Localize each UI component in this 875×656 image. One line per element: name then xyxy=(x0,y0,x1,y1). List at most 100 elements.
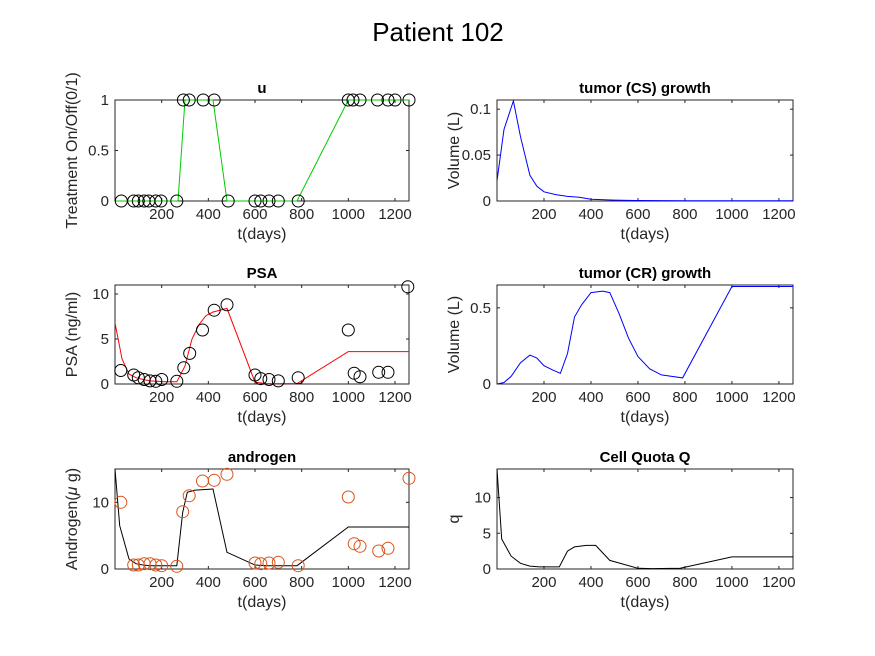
data-point xyxy=(196,323,209,337)
data-point xyxy=(155,373,169,386)
data-point xyxy=(248,194,262,208)
data-point xyxy=(177,361,191,375)
data-point xyxy=(353,93,367,107)
data-point xyxy=(207,303,221,317)
y-tick-label: 10 xyxy=(92,286,109,303)
x-axis-label: t(days) xyxy=(238,226,287,243)
x-tick-label: 400 xyxy=(578,389,603,406)
data-point xyxy=(183,346,197,360)
data-point xyxy=(291,194,305,208)
plot-area xyxy=(115,99,409,202)
data-point xyxy=(353,370,367,384)
y-axis-label-part: g) xyxy=(64,468,81,487)
subplot-tumor_cr: tumor (CR) growth 200 400 600 800 1000 1200 0 0.… xyxy=(446,265,796,426)
x-tick-label: 1200 xyxy=(378,206,411,223)
series-line xyxy=(115,468,409,567)
y-axis-label-part: Androgen( xyxy=(64,495,81,570)
data-point xyxy=(170,374,184,388)
data-point xyxy=(176,93,190,107)
plot-area xyxy=(497,468,793,570)
data-point xyxy=(291,559,305,573)
data-point xyxy=(402,93,416,107)
plot-area xyxy=(497,286,793,385)
data-point xyxy=(347,537,361,551)
data-point xyxy=(170,559,184,573)
y-tick-label: 0 xyxy=(101,193,109,210)
data-point xyxy=(196,93,210,107)
subplot-title: PSA xyxy=(247,265,278,282)
data-point xyxy=(154,194,168,208)
x-tick-label: 1200 xyxy=(762,389,795,406)
x-tick-label: 400 xyxy=(578,574,603,591)
y-tick-label: 10 xyxy=(474,490,491,507)
y-tick-label: 0.5 xyxy=(88,143,109,160)
y-tick-label: 1 xyxy=(101,92,109,109)
x-axis-label: t(days) xyxy=(238,409,287,426)
data-point xyxy=(131,371,145,385)
data-point xyxy=(248,556,262,570)
x-tick-label: 600 xyxy=(242,574,267,591)
data-point xyxy=(372,365,386,379)
data-point xyxy=(381,93,395,107)
data-point xyxy=(155,559,169,573)
x-tick-label: 1200 xyxy=(378,389,411,406)
data-point xyxy=(341,323,355,337)
subplot-androgen: androgen 200 400 600 800 1000 1200 0 10 t(days) An… xyxy=(64,449,416,611)
y-tick-label: 0 xyxy=(483,561,491,578)
x-tick-label: 600 xyxy=(242,206,267,223)
y-tick-label: 0.05 xyxy=(462,147,491,164)
x-tick-label: 800 xyxy=(672,206,697,223)
data-point xyxy=(371,93,384,107)
x-tick-label: 800 xyxy=(672,389,697,406)
x-tick-label: 400 xyxy=(196,389,221,406)
subplot-u: u 200 400 600 800 1000 1200 0 0.5 1 t(days) Treatme… xyxy=(64,72,416,243)
y-tick-label: 5 xyxy=(101,331,109,348)
x-tick-label: 200 xyxy=(531,574,556,591)
x-tick-label: 200 xyxy=(149,574,174,591)
axes-box xyxy=(496,284,794,385)
plot-area xyxy=(115,468,409,567)
axes-box xyxy=(496,468,794,570)
x-axis-label: t(days) xyxy=(621,226,670,243)
x-tick-label: 1200 xyxy=(762,206,795,223)
plot-area xyxy=(497,98,793,202)
data-point xyxy=(182,93,196,107)
subplot-psa: PSA 200 400 600 800 1000 1200 0 5 10 t(days) PSA (n… xyxy=(64,265,415,426)
y-axis-label: Treatment On/Off(0/1) xyxy=(64,72,81,229)
y-axis-label: PSA (ng/ml) xyxy=(64,292,81,377)
data-point xyxy=(254,194,268,208)
y-tick-label: 0.1 xyxy=(470,101,491,118)
series-line xyxy=(497,286,793,385)
x-axis-label: t(days) xyxy=(621,409,670,426)
x-tick-label: 1000 xyxy=(715,574,748,591)
data-point xyxy=(346,93,360,107)
x-tick-label: 400 xyxy=(578,206,603,223)
data-point xyxy=(207,473,221,487)
x-tick-label: 600 xyxy=(625,389,650,406)
data-point xyxy=(207,93,221,107)
x-tick-label: 1000 xyxy=(715,206,748,223)
data-point xyxy=(271,555,285,569)
x-tick-label: 1000 xyxy=(332,389,365,406)
y-axis-label: Volume (L) xyxy=(446,112,463,189)
x-tick-label: 800 xyxy=(672,574,697,591)
data-point xyxy=(271,194,285,208)
x-tick-label: 600 xyxy=(242,389,267,406)
x-tick-label: 200 xyxy=(149,389,174,406)
axes-box xyxy=(496,99,794,202)
data-point xyxy=(402,471,416,485)
y-tick-label: 0 xyxy=(483,376,491,393)
x-tick-label: 400 xyxy=(196,574,221,591)
x-tick-label: 1200 xyxy=(378,574,411,591)
axes-box xyxy=(114,284,410,385)
data-point xyxy=(176,505,190,519)
x-tick-label: 600 xyxy=(625,574,650,591)
x-tick-label: 200 xyxy=(531,206,556,223)
x-tick-label: 800 xyxy=(289,574,314,591)
axes-box xyxy=(114,99,410,202)
data-point xyxy=(254,557,268,571)
data-point xyxy=(114,364,128,377)
x-axis-label: t(days) xyxy=(238,594,287,611)
